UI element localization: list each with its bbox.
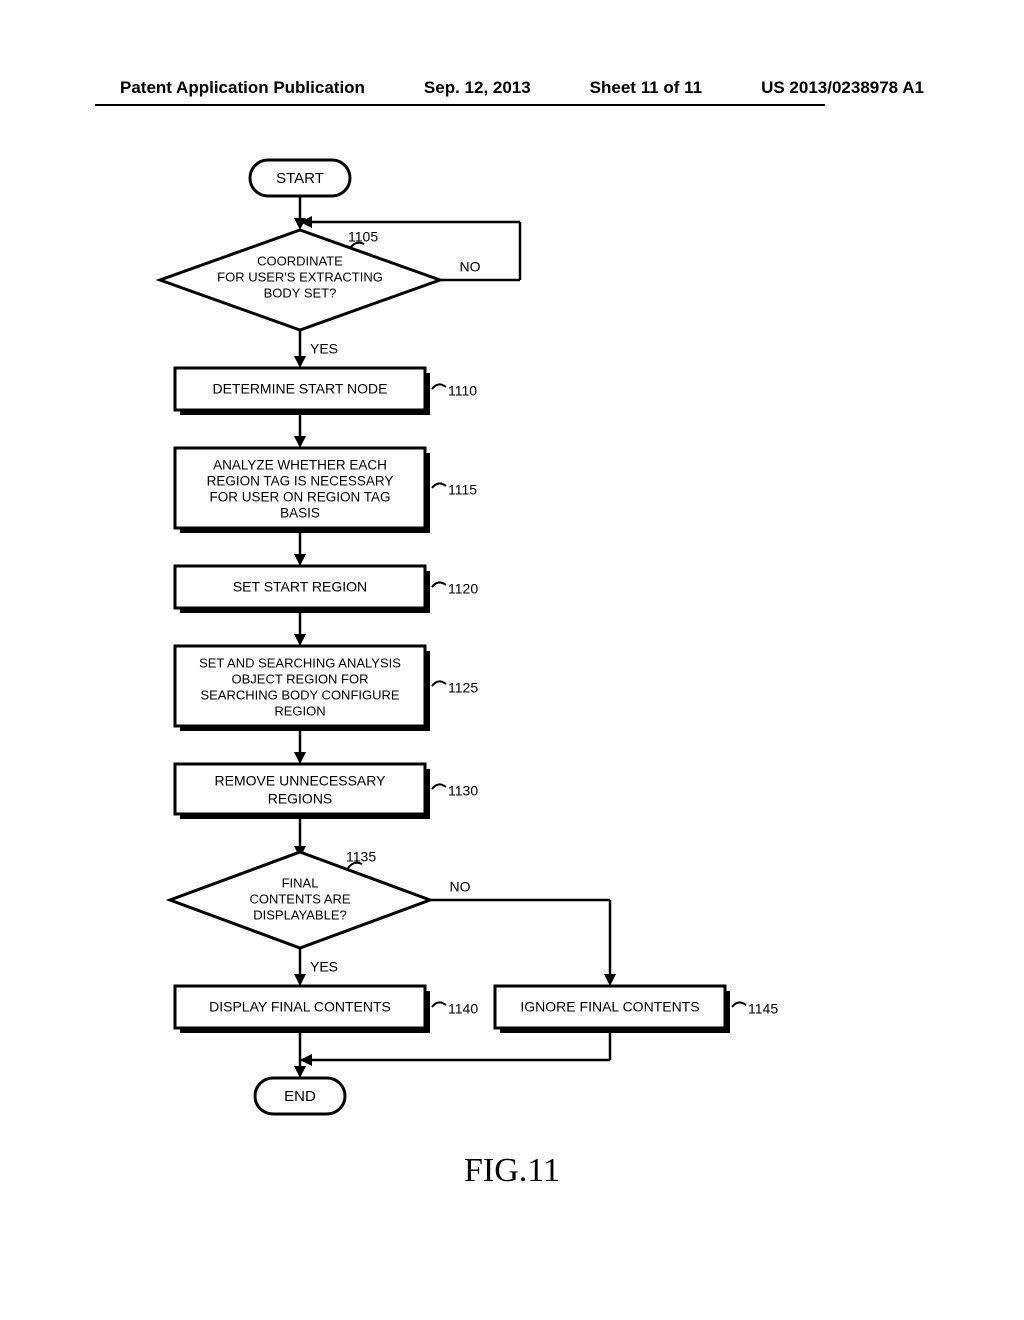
b2-l3: FOR USER ON REGION TAG (209, 490, 390, 505)
box-ignore-final: IGNORE FINAL CONTENTS (495, 986, 730, 1033)
box-display-final: DISPLAY FINAL CONTENTS (175, 986, 430, 1033)
d2-l1: FINAL (282, 875, 319, 890)
figure-caption: FIG.11 (0, 1152, 1024, 1190)
b4-l1: SET AND SEARCHING ANALYSIS (199, 655, 401, 670)
d2-no: NO (450, 879, 471, 895)
decision-coordinate: COORDINATE FOR USER'S EXTRACTING BODY SE… (160, 230, 440, 330)
b4-l4: REGION (274, 703, 325, 718)
header-date: Sep. 12, 2013 (424, 78, 531, 98)
end-terminator: END (255, 1078, 345, 1114)
b5-l2: REGIONS (268, 791, 333, 807)
d2-l3: DISPLAYABLE? (253, 907, 346, 922)
d2-ref: 1135 (346, 849, 376, 865)
b4-l2: OBJECT REGION FOR (232, 671, 369, 686)
start-label: START (276, 170, 324, 187)
page: Patent Application Publication Sep. 12, … (0, 0, 1024, 1320)
b2-l4: BASIS (280, 506, 320, 521)
box-determine-start-node: DETERMINE START NODE (175, 368, 430, 415)
b4-l3: SEARCHING BODY CONFIGURE (200, 687, 399, 702)
b1-ref: 1110 (448, 383, 477, 399)
b7-text: IGNORE FINAL CONTENTS (520, 999, 699, 1015)
b2-ref: 1115 (448, 482, 477, 498)
header-sheet: Sheet 11 of 11 (590, 78, 702, 98)
b1-text: DETERMINE START NODE (212, 381, 387, 397)
b3-text: SET START REGION (233, 579, 367, 595)
header-left: Patent Application Publication (120, 78, 365, 98)
d1-l2: FOR USER'S EXTRACTING (217, 269, 383, 284)
b4-ref: 1125 (448, 680, 478, 696)
start-terminator: START (250, 160, 350, 196)
d1-l3: BODY SET? (264, 285, 337, 300)
b2-l2: REGION TAG IS NECESSARY (207, 474, 394, 489)
box-remove-unnecessary: REMOVE UNNECESSARY REGIONS (175, 764, 430, 819)
box-set-search-analysis: SET AND SEARCHING ANALYSIS OBJECT REGION… (175, 646, 430, 731)
b6-text: DISPLAY FINAL CONTENTS (209, 999, 391, 1015)
b7-ref: 1145 (748, 1001, 778, 1017)
end-label: END (284, 1088, 316, 1105)
b3-ref: 1120 (448, 581, 478, 597)
d1-l1: COORDINATE (257, 253, 343, 268)
flowchart: START COORDINATE FOR USER'S EXTRACTING B… (140, 150, 840, 1300)
d2-yes: YES (310, 959, 338, 975)
d1-yes: YES (310, 341, 338, 357)
b2-l1: ANALYZE WHETHER EACH (213, 458, 387, 473)
b5-l1: REMOVE UNNECESSARY (215, 773, 387, 789)
d1-ref: 1105 (348, 229, 378, 245)
header-docnum: US 2013/0238978 A1 (761, 78, 924, 98)
b5-ref: 1130 (448, 783, 478, 799)
box-analyze-region-tag: ANALYZE WHETHER EACH REGION TAG IS NECES… (175, 448, 430, 533)
decision-displayable: FINAL CONTENTS ARE DISPLAYABLE? (170, 852, 430, 948)
box-set-start-region: SET START REGION (175, 566, 430, 613)
d2-l2: CONTENTS ARE (249, 891, 350, 906)
header-rule (95, 104, 825, 106)
b6-ref: 1140 (448, 1001, 478, 1017)
page-header: Patent Application Publication Sep. 12, … (0, 78, 1024, 98)
d1-no: NO (460, 259, 481, 275)
